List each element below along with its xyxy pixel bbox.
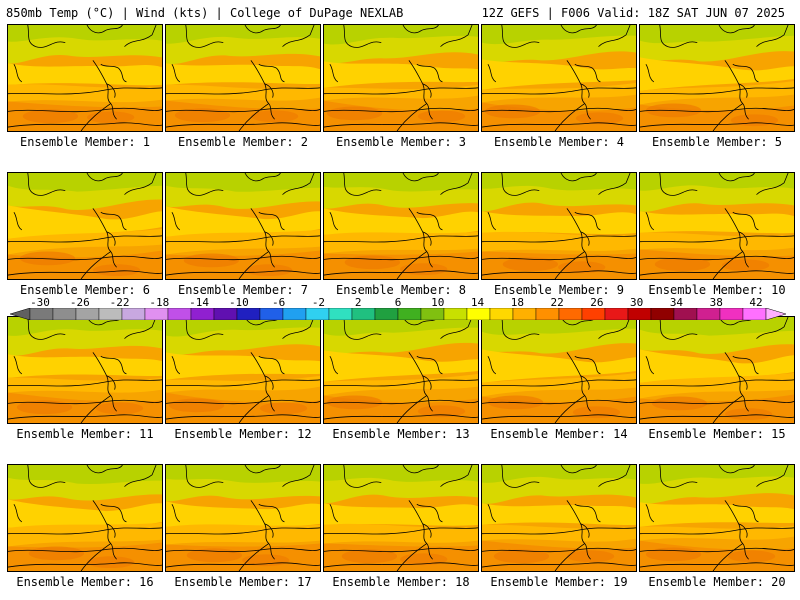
colorbar-swatch [420,308,445,320]
colorbar-swatch [673,308,698,320]
ensemble-member-label: Ensemble Member: 13 [332,427,470,441]
ensemble-map-panel [481,464,637,572]
ensemble-member-label: Ensemble Member: 18 [332,575,470,589]
ensemble-map-panel [7,316,163,424]
ensemble-member-label: Ensemble Member: 8 [335,283,467,297]
colorbar-min-arrow [10,308,31,320]
colorbar-swatch [52,308,77,320]
ensemble-map-panel [481,172,637,280]
colorbar-swatch [144,308,169,320]
ensemble-map-panel [7,464,163,572]
ensemble-member-label: Ensemble Member: 4 [493,135,625,149]
ensemble-member-label: Ensemble Member: 3 [335,135,467,149]
colorbar-swatch [236,308,261,320]
colorbar-swatch [443,308,468,320]
ensemble-map-panel [165,464,321,572]
colorbar-tick-label: 6 [394,296,402,309]
ensemble-member-label: Ensemble Member: 20 [648,575,786,589]
colorbar-swatch [558,308,583,320]
ensemble-map-panel [165,172,321,280]
colorbar-tick-label: 26 [590,296,604,309]
colorbar-swatch [29,308,54,320]
ensemble-map-panel [639,464,795,572]
colorbar-tick-label: 42 [749,296,763,309]
ensemble-map-panel [165,316,321,424]
ensemble-map-panel [323,172,479,280]
ensemble-member-label: Ensemble Member: 14 [490,427,628,441]
ensemble-member-label: Ensemble Member: 5 [651,135,783,149]
colorbar-tick-label: -14 [189,296,210,309]
ensemble-member-label: Ensemble Member: 6 [19,283,151,297]
colorbar-swatch [328,308,353,320]
ensemble-map-panel [639,24,795,132]
ensemble-member-label: Ensemble Member: 17 [174,575,312,589]
colorbar-swatch [466,308,491,320]
ensemble-map-panel [165,24,321,132]
colorbar-swatch [696,308,721,320]
colorbar-tick-label: 22 [550,296,564,309]
colorbar-swatch [627,308,652,320]
ensemble-member-label: Ensemble Member: 2 [177,135,309,149]
colorbar-swatch [167,308,192,320]
ensemble-member-label: Ensemble Member: 11 [16,427,154,441]
colorbar-tick-label: -30 [30,296,50,309]
colorbar-tick-label: 18 [510,296,524,309]
ensemble-member-label: Ensemble Member: 7 [177,283,309,297]
colorbar-swatch [512,308,537,320]
ensemble-member-label: Ensemble Member: 1 [19,135,151,149]
colorbar-tick-label: -2 [311,296,326,309]
ensemble-member-label: Ensemble Member: 15 [648,427,786,441]
colorbar-swatch [305,308,330,320]
ensemble-member-label: Ensemble Member: 10 [648,283,786,297]
colorbar-swatch [604,308,629,320]
colorbar-swatch [489,308,514,320]
colorbar-tick-label: -22 [109,296,130,309]
ensemble-map-panel [323,24,479,132]
ensemble-member-label: Ensemble Member: 16 [16,575,154,589]
ensemble-map-panel [7,172,163,280]
colorbar-tick-label: -18 [149,296,170,309]
colorbar-swatch [98,308,123,320]
colorbar-tick-label: 30 [630,296,644,309]
ensemble-map-panel [323,316,479,424]
colorbar-tick-label: 2 [354,296,362,309]
ensemble-map-panel [7,24,163,132]
temperature-colorbar [10,308,786,320]
colorbar-tick-label: 14 [470,296,485,309]
colorbar-swatch [121,308,146,320]
colorbar-swatch [259,308,284,320]
colorbar-swatch [282,308,307,320]
colorbar-tick-label: 10 [431,296,445,309]
ensemble-map-panel [323,464,479,572]
ensemble-member-label: Ensemble Member: 9 [493,283,625,297]
colorbar-swatch [535,308,560,320]
ensemble-map-panel [639,172,795,280]
ensemble-map-panel [481,24,637,132]
colorbar-tick-label: 34 [669,296,684,309]
colorbar-swatch [75,308,100,320]
colorbar-tick-label: -10 [228,296,249,309]
ensemble-map-panel [481,316,637,424]
colorbar-swatch [190,308,215,320]
colorbar-swatch [351,308,376,320]
colorbar-tick-label: -6 [272,296,286,309]
colorbar-swatch [374,308,399,320]
colorbar-tick-label: -26 [69,296,90,309]
ensemble-map-panel [639,316,795,424]
ensemble-member-label: Ensemble Member: 12 [174,427,312,441]
colorbar-max-arrow [765,308,786,320]
ensemble-member-label: Ensemble Member: 19 [490,575,628,589]
run-valid-time: 12Z GEFS | F006 Valid: 18Z SAT JUN 07 20… [481,6,785,20]
colorbar-swatch [650,308,675,320]
colorbar-tick-label: 38 [709,296,723,309]
map-title: 850mb Temp (°C) | Wind (kts) | College o… [6,6,404,20]
colorbar-swatch [719,308,744,320]
colorbar-swatch [213,308,238,320]
colorbar-swatch [397,308,422,320]
colorbar-swatch [742,308,767,320]
colorbar-swatch [581,308,606,320]
